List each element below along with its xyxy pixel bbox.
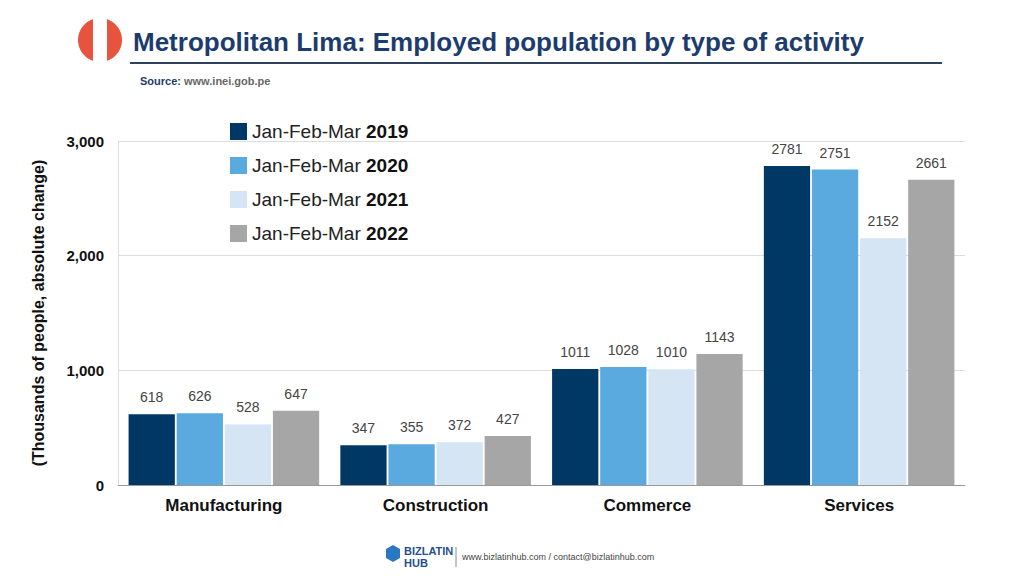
svg-text:618: 618 [140, 389, 164, 405]
svg-text:Jan-Feb-Mar: Jan-Feb-Mar [252, 223, 366, 244]
svg-text:2751: 2751 [819, 145, 850, 161]
svg-text:1143: 1143 [704, 329, 734, 345]
svg-text:647: 647 [284, 386, 308, 402]
svg-text:0: 0 [96, 477, 104, 494]
svg-text:2022: 2022 [366, 223, 408, 244]
svg-text:Jan-Feb-Mar: Jan-Feb-Mar [252, 121, 366, 142]
svg-text:372: 372 [448, 417, 472, 433]
svg-text:355: 355 [400, 419, 424, 435]
svg-text:1028: 1028 [608, 342, 639, 358]
svg-text:2661: 2661 [916, 155, 947, 171]
svg-text:427: 427 [496, 411, 520, 427]
svg-text:BIZLATIN: BIZLATIN [404, 545, 453, 557]
svg-text:1011: 1011 [560, 344, 590, 360]
svg-text:2020: 2020 [366, 155, 408, 176]
svg-text:Jan-Feb-Mar: Jan-Feb-Mar [252, 155, 366, 176]
svg-text:3,000: 3,000 [66, 133, 104, 150]
svg-text:1010: 1010 [656, 344, 687, 360]
svg-text:2019: 2019 [366, 121, 408, 142]
svg-text:HUB: HUB [404, 557, 428, 569]
svg-text:Commerce: Commerce [603, 496, 691, 515]
svg-text:Services: Services [824, 496, 894, 515]
svg-text:2,000: 2,000 [66, 247, 104, 264]
svg-text:Metropolitan Lima: Employed po: Metropolitan Lima: Employed population b… [133, 27, 864, 57]
svg-text:347: 347 [352, 420, 376, 436]
svg-text:Manufacturing: Manufacturing [165, 496, 282, 515]
svg-text:2781: 2781 [771, 141, 802, 157]
svg-text:Construction: Construction [383, 496, 489, 515]
svg-text:528: 528 [236, 399, 260, 415]
svg-text:2152: 2152 [868, 213, 899, 229]
svg-text:(Thousands of people, absolute: (Thousands of people, absolute change) [30, 160, 47, 467]
svg-text:www.bizlatinhub.com / contact@: www.bizlatinhub.com / contact@bizlatinhu… [461, 552, 654, 562]
svg-text:626: 626 [188, 388, 212, 404]
svg-text:Jan-Feb-Mar: Jan-Feb-Mar [252, 189, 366, 210]
svg-text:2021: 2021 [366, 189, 409, 210]
svg-text:Source:: Source: [140, 75, 181, 87]
svg-text:www.inei.gob.pe: www.inei.gob.pe [181, 75, 270, 87]
svg-text:1,000: 1,000 [66, 362, 104, 379]
